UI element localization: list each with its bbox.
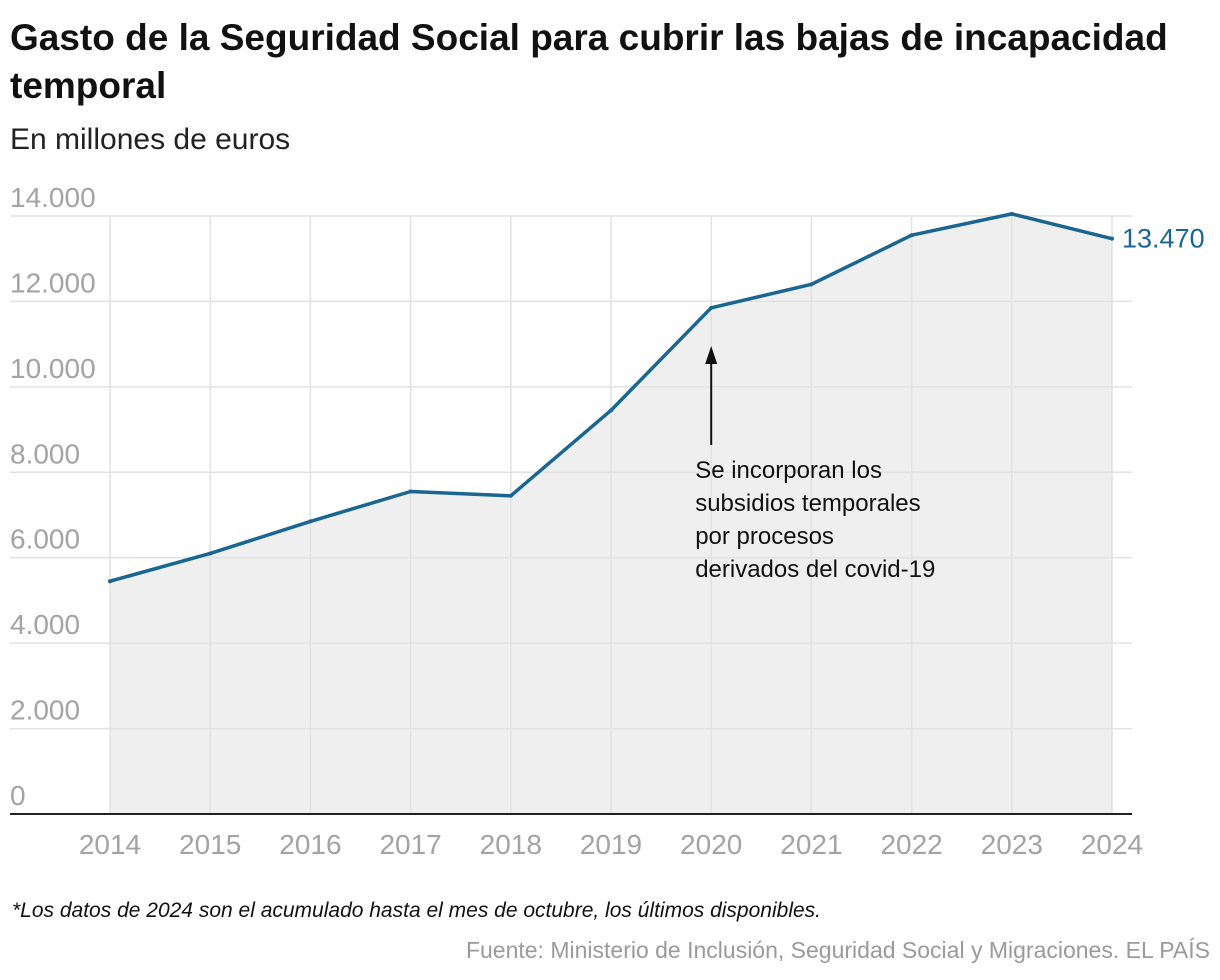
- x-tick-label: 2024: [1081, 829, 1143, 860]
- x-tick-label: 2021: [780, 829, 842, 860]
- x-tick-label: 2020: [680, 829, 742, 860]
- x-tick-label: 2023: [981, 829, 1043, 860]
- data-point: [709, 305, 714, 310]
- data-point: [1110, 236, 1114, 241]
- annotation-text-line: subsidios temporales: [695, 490, 920, 517]
- y-tick-label: 10.000: [10, 353, 96, 384]
- chart-subtitle: En millones de euros: [10, 123, 291, 156]
- chart-source: Fuente: Ministerio de Inclusión, Segurid…: [465, 937, 1210, 963]
- y-tick-label: 6.000: [10, 524, 80, 555]
- x-tick-label: 2019: [580, 829, 642, 860]
- y-tick-label: 14.000: [10, 182, 96, 213]
- chart-footnote: *Los datos de 2024 son el acumulado hast…: [12, 899, 821, 922]
- data-point: [1009, 211, 1014, 216]
- data-point: [108, 579, 112, 584]
- data-point: [408, 489, 413, 494]
- x-tick-label: 2018: [480, 829, 542, 860]
- data-point: [909, 233, 914, 238]
- data-point: [809, 282, 814, 287]
- data-point: [609, 408, 613, 413]
- y-tick-label: 0: [10, 780, 26, 811]
- x-tick-label: 2014: [79, 829, 141, 860]
- annotation-text-line: Se incorporan los: [695, 457, 882, 484]
- data-point: [508, 493, 513, 498]
- x-tick-label: 2016: [279, 829, 341, 860]
- x-tick-label: 2017: [379, 829, 441, 860]
- data-point: [208, 551, 213, 556]
- x-tick-label: 2015: [179, 829, 241, 860]
- y-tick-label: 2.000: [10, 695, 80, 726]
- data-point: [308, 519, 313, 524]
- chart-title: Gasto de la Seguridad Social para cubrir…: [10, 17, 1168, 106]
- y-tick-label: 12.000: [10, 267, 96, 298]
- annotation-text-line: por procesos: [695, 523, 834, 550]
- end-value-label: 13.470: [1122, 224, 1205, 254]
- x-tick-label: 2022: [880, 829, 942, 860]
- annotation-arrowhead: [705, 346, 718, 364]
- annotation-text-line: derivados del covid-19: [695, 556, 935, 583]
- y-tick-label: 8.000: [10, 438, 80, 469]
- y-tick-label: 4.000: [10, 609, 80, 640]
